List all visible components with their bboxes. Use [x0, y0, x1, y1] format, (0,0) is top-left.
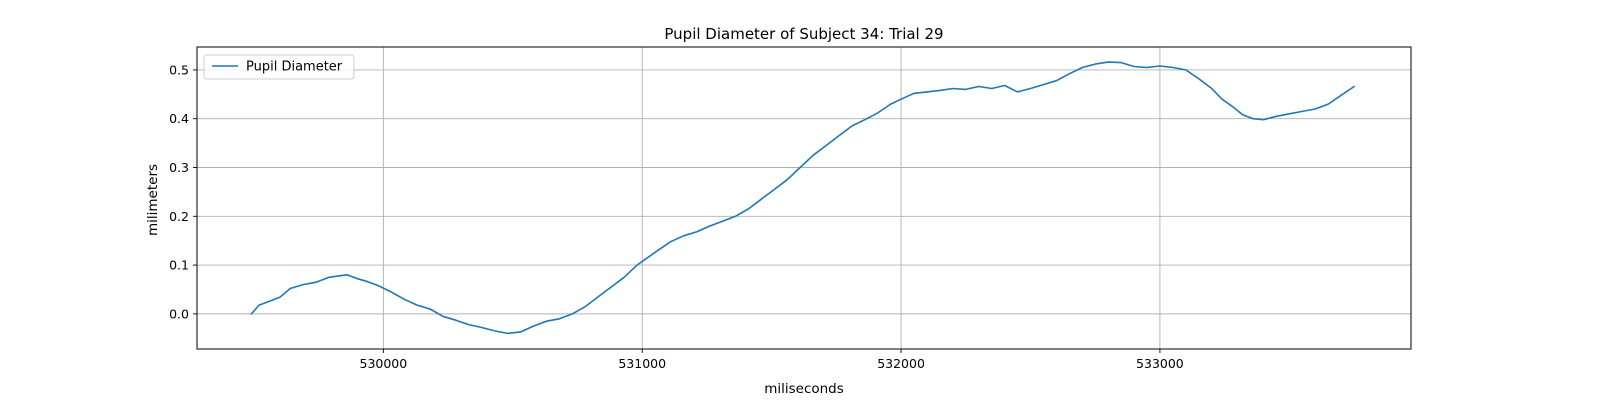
series-line-pupil-diameter: [250, 61, 1355, 335]
x-tick-label: 532000: [877, 356, 925, 371]
chart-title: Pupil Diameter of Subject 34: Trial 29: [664, 25, 943, 43]
y-tick-label: 0.5: [169, 62, 189, 77]
y-tick-label: 0.1: [169, 258, 189, 273]
series-layer: [250, 61, 1355, 335]
x-tick-label: 533000: [1136, 356, 1184, 371]
x-axis-title: miliseconds: [764, 381, 844, 397]
plot-area-frame: [196, 46, 1412, 350]
y-tick-label: 0.4: [169, 111, 189, 126]
grid-lines: [197, 47, 1411, 349]
y-tick-label: 0.0: [169, 306, 189, 321]
y-axis-title: milimeters: [145, 164, 161, 236]
y-tick-label: 0.3: [169, 160, 189, 175]
x-axis-ticks: 530000 531000 532000 533000: [360, 349, 1184, 371]
legend-label-pupil-diameter: Pupil Diameter: [246, 60, 343, 75]
y-axis-ticks: 0.0 0.1 0.2 0.3 0.4 0.5: [169, 62, 197, 321]
x-tick-label: 530000: [360, 356, 408, 371]
x-tick-label: 531000: [618, 356, 666, 371]
legend-box: [203, 54, 355, 80]
y-tick-label: 0.2: [169, 209, 189, 224]
legend: Pupil Diameter: [203, 54, 355, 80]
